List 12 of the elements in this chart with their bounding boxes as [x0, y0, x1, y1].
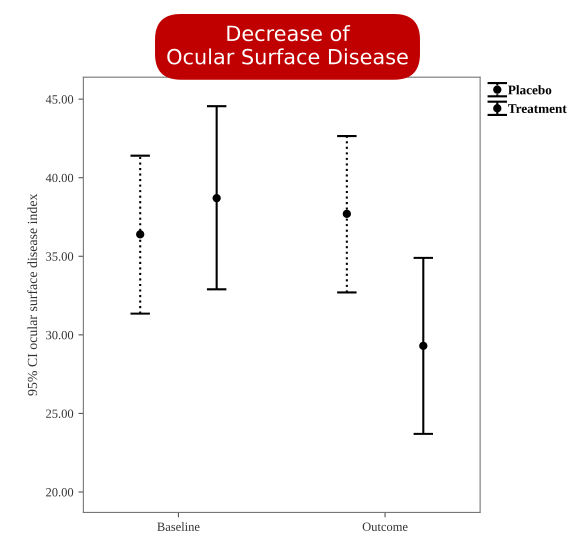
legend-label: Placebo — [508, 85, 552, 94]
y-axis-title: 95% CI ocular surface disease index — [27, 194, 38, 396]
x-tick-label: Baseline — [157, 522, 200, 531]
chart-title: Decrease of Ocular Surface Disease — [167, 25, 408, 65]
legend-label: Treatment — [508, 104, 567, 114]
y-tick-label: 30.00 — [46, 330, 74, 340]
y-tick-label: 25.00 — [46, 409, 74, 418]
y-tick-label: 40.00 — [46, 174, 74, 182]
y-tick-label: 35.00 — [46, 252, 74, 261]
x-tick-label: Outcome — [362, 522, 408, 531]
y-tick-label: 45.00 — [46, 95, 74, 104]
y-tick-label: 20.00 — [46, 488, 74, 497]
